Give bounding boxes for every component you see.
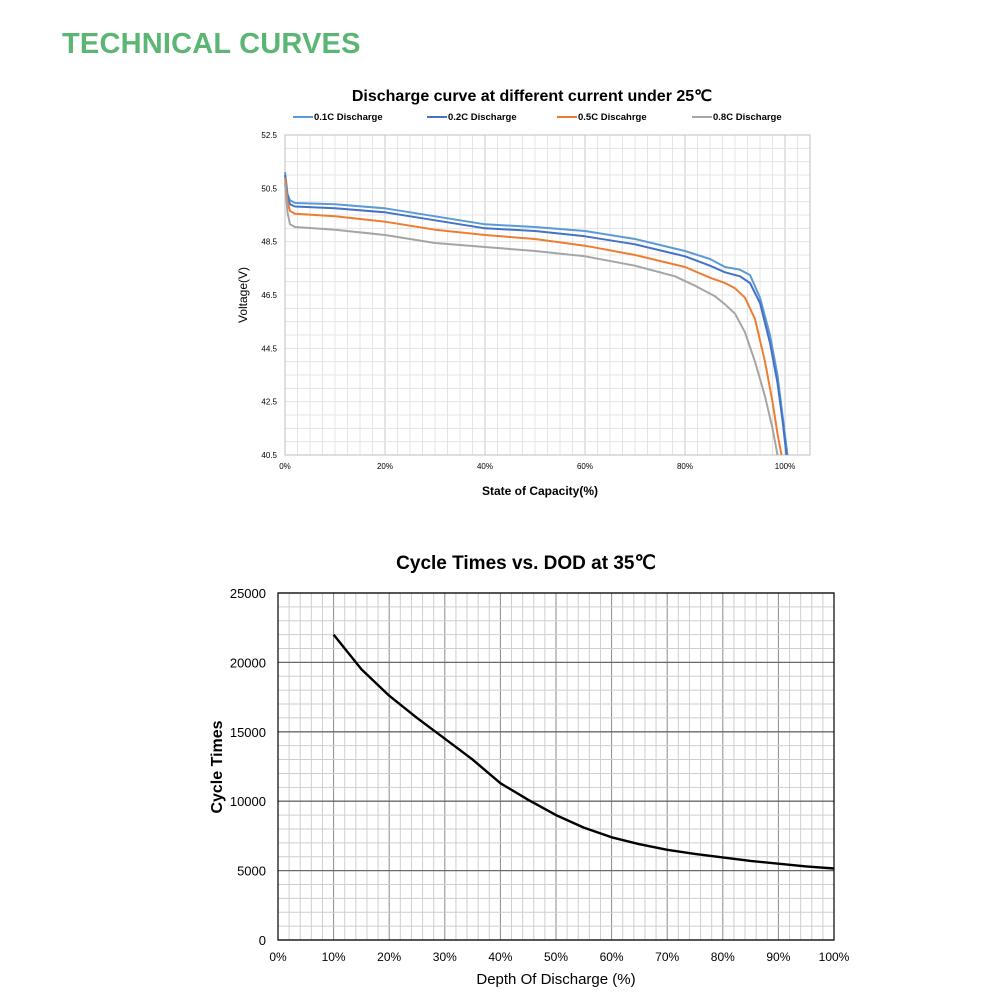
y-tick-label: 0 — [259, 933, 266, 948]
series-line — [284, 174, 788, 456]
y-tick-label: 48.5 — [261, 238, 277, 247]
x-tick-label: 100% — [775, 462, 795, 471]
x-tick-label: 80% — [677, 462, 693, 471]
x-tick-label: 60% — [577, 462, 593, 471]
x-tick-label: 0% — [269, 950, 287, 964]
y-tick-label: 5000 — [237, 864, 266, 879]
y-tick-label: 46.5 — [261, 291, 277, 300]
x-axis-label: Depth Of Discharge (%) — [476, 971, 635, 988]
discharge-curve-chart: Discharge curve at different current und… — [236, 88, 811, 498]
x-tick-label: 0% — [279, 462, 291, 471]
x-tick-label: 40% — [477, 462, 493, 471]
y-tick-label: 40.5 — [261, 451, 277, 460]
series-lines — [284, 172, 789, 456]
y-tick-label: 44.5 — [261, 344, 277, 353]
legend-label: 0.5C Discahrge — [578, 112, 647, 123]
y-axis-label: Cycle Times — [209, 720, 226, 813]
cycle-times-chart: Cycle Times vs. DOD at 35℃ 0% 10% 20% 30% 40… — [209, 553, 850, 988]
chart-legend: 0.1C Discharge 0.2C Discharge 0.5C Discahr… — [293, 112, 782, 123]
x-axis-ticks: 0% 20% 40% 60% 80% 100% — [279, 462, 795, 471]
chart-grid — [284, 134, 811, 456]
series-line — [284, 177, 783, 456]
series-line — [284, 172, 789, 456]
x-axis-ticks: 0% 10% 20% 30% 40% 50% 60% 70% 80% 90% 100% — [269, 950, 849, 964]
x-tick-label: 70% — [655, 950, 679, 964]
y-tick-label: 50.5 — [261, 184, 277, 193]
x-tick-label: 40% — [488, 950, 512, 964]
y-axis-label: Voltage(V) — [236, 267, 250, 323]
page-heading: TECHNICAL CURVES — [62, 28, 361, 60]
legend-label: 0.1C Discharge — [314, 112, 383, 123]
chart-title: Discharge curve at different current und… — [352, 88, 712, 105]
y-axis-ticks: 40.5 42.5 44.5 46.5 48.5 50.5 52.5 — [261, 131, 277, 460]
x-tick-label: 20% — [377, 462, 393, 471]
series-line — [284, 182, 779, 456]
y-tick-label: 15000 — [230, 725, 266, 740]
x-axis-label: State of Capacity(%) — [482, 484, 598, 498]
x-tick-label: 90% — [766, 950, 790, 964]
x-tick-label: 30% — [433, 950, 457, 964]
x-tick-label: 50% — [544, 950, 568, 964]
legend-label: 0.2C Discharge — [448, 112, 517, 123]
chart-grid — [277, 592, 835, 941]
x-tick-label: 20% — [377, 950, 401, 964]
x-tick-label: 10% — [322, 950, 346, 964]
x-tick-label: 80% — [711, 950, 735, 964]
series-line — [332, 633, 835, 870]
y-axis-ticks: 0 5000 10000 15000 20000 25000 — [230, 586, 266, 948]
y-tick-label: 25000 — [230, 586, 266, 601]
x-tick-label: 60% — [600, 950, 624, 964]
y-tick-label: 52.5 — [261, 131, 277, 140]
series-lines — [332, 633, 835, 870]
plot-area-border — [277, 592, 835, 941]
x-tick-label: 100% — [819, 950, 850, 964]
y-tick-label: 10000 — [230, 794, 266, 809]
legend-label: 0.8C Discharge — [713, 112, 782, 123]
y-tick-label: 42.5 — [261, 398, 277, 407]
y-tick-label: 20000 — [230, 655, 266, 670]
chart-title: Cycle Times vs. DOD at 35℃ — [396, 553, 656, 574]
plot-area-border — [284, 134, 811, 456]
